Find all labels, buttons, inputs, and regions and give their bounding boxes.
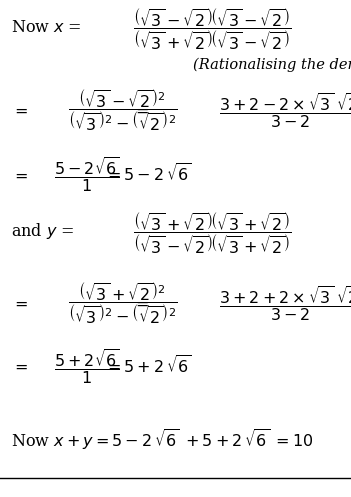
Text: Now $x+y=5-2\,\sqrt{6}\;+5+2\,\sqrt{6}\;=10$: Now $x+y=5-2\,\sqrt{6}\;+5+2\,\sqrt{6}\;… bbox=[11, 427, 313, 452]
Text: $\dfrac{\left(\sqrt{3}+\sqrt{2}\right)\!\left(\sqrt{3}+\sqrt{2}\right)}{\left(\s: $\dfrac{\left(\sqrt{3}+\sqrt{2}\right)\!… bbox=[133, 211, 292, 256]
Text: Now $x$ =: Now $x$ = bbox=[11, 19, 81, 36]
Text: (Rationalising the denominators): (Rationalising the denominators) bbox=[193, 58, 351, 72]
Text: $=5+2\,\sqrt{6}$: $=5+2\,\sqrt{6}$ bbox=[104, 356, 191, 378]
Text: $=$: $=$ bbox=[132, 295, 148, 312]
Text: $=$: $=$ bbox=[11, 295, 27, 312]
Text: and $y$ =: and $y$ = bbox=[11, 221, 74, 241]
Text: $\dfrac{5+2\sqrt{6}}{1}$: $\dfrac{5+2\sqrt{6}}{1}$ bbox=[54, 347, 120, 386]
Text: $\dfrac{5-2\sqrt{6}}{1}$: $\dfrac{5-2\sqrt{6}}{1}$ bbox=[54, 156, 120, 194]
Text: $=$: $=$ bbox=[132, 102, 148, 119]
Text: $=$: $=$ bbox=[11, 358, 27, 375]
Text: $=5-2\,\sqrt{6}$: $=5-2\,\sqrt{6}$ bbox=[104, 164, 191, 186]
Text: $\dfrac{3+2+2\times\sqrt{3}\;\sqrt{2}}{3-2}$: $\dfrac{3+2+2\times\sqrt{3}\;\sqrt{2}}{3… bbox=[219, 284, 351, 323]
Text: $=$: $=$ bbox=[11, 102, 27, 119]
Text: $\dfrac{\left(\sqrt{3}+\sqrt{2}\right)^{2}}{\left(\sqrt{3}\right)^{2}-\left(\sqr: $\dfrac{\left(\sqrt{3}+\sqrt{2}\right)^{… bbox=[68, 281, 178, 326]
Text: $\dfrac{\left(\sqrt{3}-\sqrt{2}\right)^{2}}{\left(\sqrt{3}\right)^{2}-\left(\sqr: $\dfrac{\left(\sqrt{3}-\sqrt{2}\right)^{… bbox=[68, 88, 178, 133]
Text: $\dfrac{\left(\sqrt{3}-\sqrt{2}\right)\!\left(\sqrt{3}-\sqrt{2}\right)}{\left(\s: $\dfrac{\left(\sqrt{3}-\sqrt{2}\right)\!… bbox=[133, 7, 292, 52]
Text: $\dfrac{3+2-2\times\sqrt{3}\;\sqrt{2}}{3-2}$: $\dfrac{3+2-2\times\sqrt{3}\;\sqrt{2}}{3… bbox=[219, 91, 351, 130]
Text: $=$: $=$ bbox=[11, 166, 27, 183]
